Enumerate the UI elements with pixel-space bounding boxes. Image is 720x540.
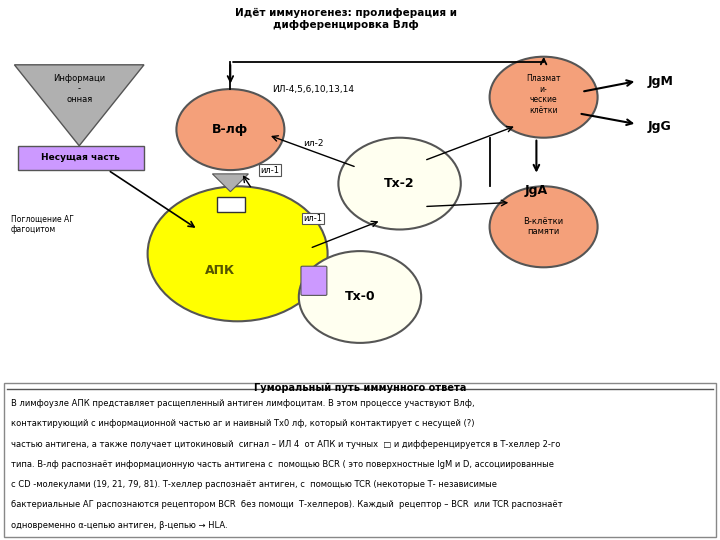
Polygon shape [14, 65, 144, 146]
Text: JgG: JgG [648, 120, 672, 133]
Text: ил-2: ил-2 [303, 139, 323, 147]
Text: В лимфоузле АПК представляет расщепленный антиген лимфоцитам. В этом процессе уч: В лимфоузле АПК представляет расщепленны… [11, 399, 474, 408]
Circle shape [299, 251, 421, 343]
Text: В-лф: В-лф [212, 123, 248, 136]
Text: В-клётки
памяти: В-клётки памяти [523, 217, 564, 237]
Polygon shape [212, 174, 248, 192]
Text: Тх-2: Тх-2 [384, 177, 415, 190]
FancyBboxPatch shape [217, 197, 245, 212]
Text: бактериальные АГ распознаются рецептором BCR  без помощи  Т-хелперов). Каждый  р: бактериальные АГ распознаются рецептором… [11, 500, 562, 509]
FancyBboxPatch shape [301, 266, 327, 295]
Text: контактирующий с информационной частью аг и наивный Тх0 лф, который контактирует: контактирующий с информационной частью а… [11, 419, 474, 428]
Text: JgA: JgA [525, 184, 548, 197]
Text: одновременно α-цепью антиген, β-цепью → HLA.: одновременно α-цепью антиген, β-цепью → … [11, 521, 228, 530]
Circle shape [338, 138, 461, 230]
Circle shape [148, 186, 328, 321]
Circle shape [490, 57, 598, 138]
Text: ил-1: ил-1 [304, 214, 323, 223]
FancyBboxPatch shape [18, 146, 144, 170]
Text: с CD -молекулами (19, 21, 79, 81). Т-хеллер распознаёт антиген, с  помощью TCR (: с CD -молекулами (19, 21, 79, 81). Т-хел… [11, 480, 497, 489]
Text: Несущая часть: Несущая часть [41, 153, 120, 162]
Text: Идёт иммуногенез: пролиферация и
дифференцировка Влф: Идёт иммуногенез: пролиферация и диффере… [235, 8, 456, 30]
Text: JgM: JgM [648, 75, 674, 87]
Circle shape [490, 186, 598, 267]
Text: Поглощение АГ
фагоцитом: Поглощение АГ фагоцитом [11, 214, 73, 234]
Text: частью антигена, а также получает цитокиновый  сигнал – ИЛ 4  от АПК и тучных  □: частью антигена, а также получает цитоки… [11, 440, 560, 449]
Text: Гуморальный путь иммунного ответа: Гуморальный путь иммунного ответа [254, 383, 466, 393]
Text: ил-1: ил-1 [261, 166, 279, 174]
Text: Плазмат
и-
ческие
клётки: Плазмат и- ческие клётки [526, 75, 561, 114]
Circle shape [176, 89, 284, 170]
Text: Информаци
-
онная: Информаци - онная [53, 74, 105, 104]
Text: АПК: АПК [204, 264, 235, 276]
Text: типа. В-лф распознаёт информационную часть антигена с  помощью BCR ( это поверхн: типа. В-лф распознаёт информационную час… [11, 460, 554, 469]
Text: ИЛ-4,5,6,10,13,14: ИЛ-4,5,6,10,13,14 [272, 85, 354, 93]
Text: Тх-0: Тх-0 [345, 291, 375, 303]
